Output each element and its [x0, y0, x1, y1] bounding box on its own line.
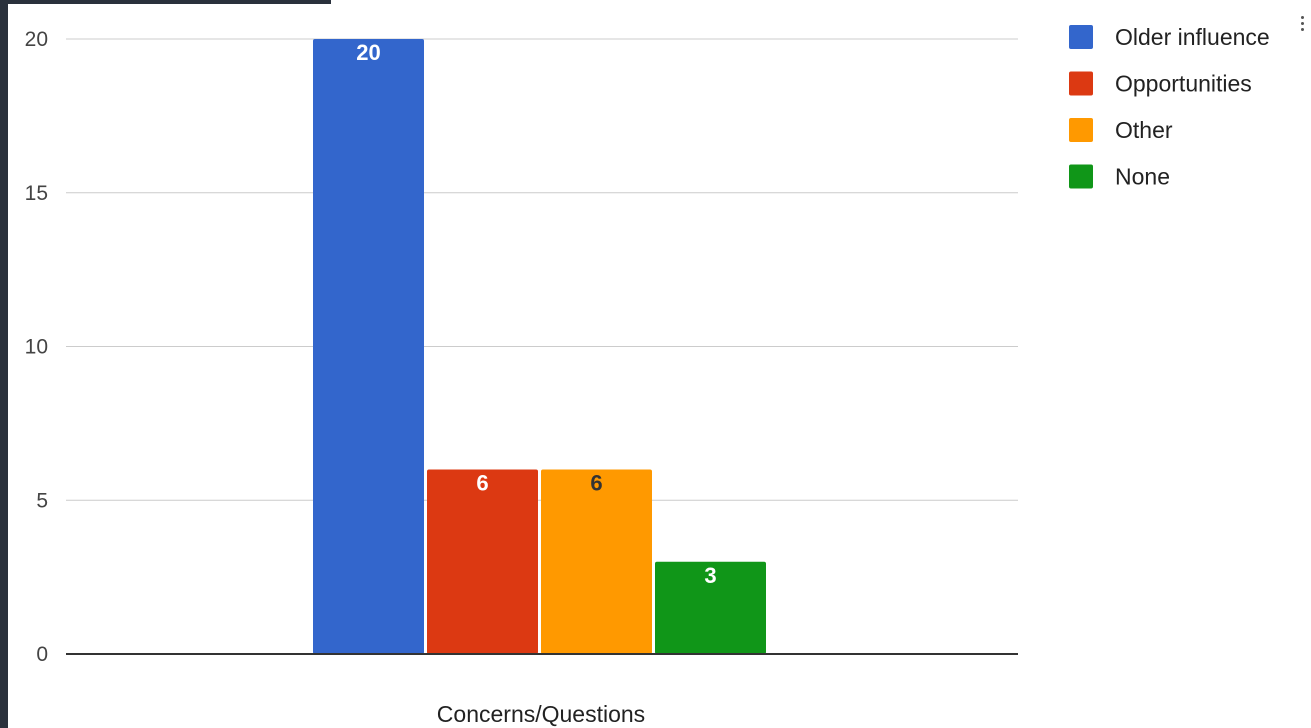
x-axis-label: Concerns/Questions: [437, 701, 645, 727]
legend-swatch: [1069, 118, 1093, 142]
legend: Older influence Opportunities Other None: [1069, 24, 1270, 190]
legend-label: Older influence: [1115, 24, 1270, 50]
gridlines: [66, 38, 1018, 501]
data-label: 3: [704, 563, 716, 588]
legend-swatch: [1069, 71, 1093, 96]
data-label: 20: [356, 40, 380, 65]
y-axis-ticks: 0 5 10 15 20: [25, 28, 48, 666]
y-tick-label: 0: [36, 643, 48, 666]
legend-label: None: [1115, 164, 1170, 190]
legend-label: Other: [1115, 117, 1173, 143]
bars: [313, 39, 766, 654]
bar-none[interactable]: [655, 561, 766, 654]
y-tick-label: 20: [25, 28, 48, 51]
bar-opportunities[interactable]: [427, 469, 538, 655]
data-labels: 20 6 6 3: [356, 40, 716, 588]
top-dark-strip: [8, 0, 331, 4]
y-tick-label: 10: [25, 336, 48, 359]
legend-swatch: [1069, 25, 1093, 49]
data-label: 6: [476, 471, 488, 496]
legend-label: Opportunities: [1115, 71, 1252, 97]
y-tick-label: 5: [36, 489, 48, 512]
legend-swatch: [1069, 164, 1093, 189]
y-tick-label: 15: [25, 182, 48, 205]
data-label: 6: [590, 471, 602, 496]
bar-older-influence[interactable]: [313, 39, 424, 654]
bar-other[interactable]: [541, 469, 652, 655]
more-options-icon[interactable]: [1301, 16, 1305, 36]
